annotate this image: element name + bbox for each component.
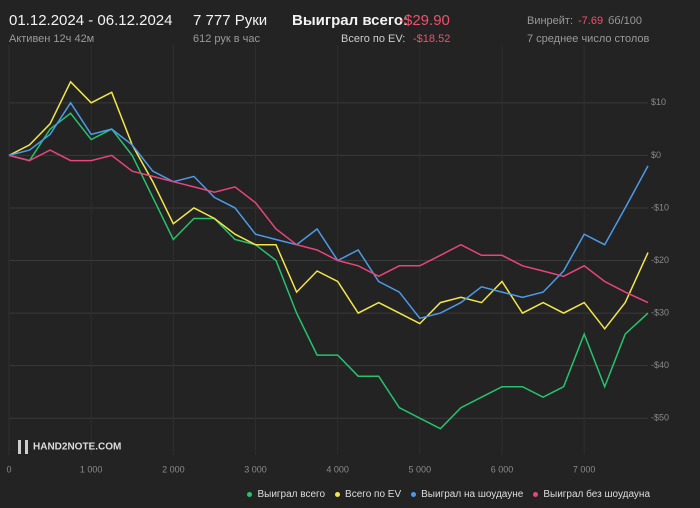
x-tick-label: 1 000 — [80, 464, 103, 474]
x-tick-label: 4 000 — [326, 464, 349, 474]
legend-label: Выиграл без шоудауна — [543, 489, 650, 500]
y-tick-label: -$40 — [651, 360, 669, 370]
x-tick-label: 2 000 — [162, 464, 185, 474]
ev-label: Всего по EV: — [341, 33, 406, 45]
hands: 7 777 Руки — [193, 12, 268, 29]
rate: 612 рук в час — [193, 33, 261, 45]
period: 01.12.2024 - 06.12.2024 — [9, 12, 173, 29]
legend-item: Всего по EV — [335, 489, 401, 500]
legend: Выиграл всего Всего по EV Выиграл на шоуда… — [237, 489, 650, 500]
tables: 7 среднее число столов — [527, 33, 650, 45]
y-tick-label: -$20 — [651, 255, 669, 265]
series-line — [8, 149, 649, 304]
x-tick-label: 7 000 — [573, 464, 596, 474]
series-line — [8, 80, 649, 331]
winrate-label: Винрейт: — [527, 15, 574, 27]
won-label: Выиграл всего: — [292, 12, 409, 29]
y-tick-label: $10 — [651, 97, 666, 107]
legend-label: Всего по EV — [345, 489, 402, 500]
series-line — [8, 112, 649, 430]
legend-dot — [335, 491, 341, 497]
legend-item: Выиграл на шоудауне — [411, 489, 523, 500]
x-tick-label: 6 000 — [491, 464, 514, 474]
logo: HAND2NOTE.COM — [18, 440, 121, 454]
winrate-unit: бб/100 — [608, 15, 643, 27]
legend-dot — [533, 491, 539, 497]
y-tick-label: -$10 — [651, 202, 669, 212]
legend-dot — [247, 491, 253, 497]
logo-text: HAND2NOTE.COM — [33, 441, 122, 453]
won-value: -$29.90 — [399, 12, 450, 29]
winrate-value: -7.69 — [578, 15, 604, 27]
ev-value: -$18.52 — [413, 33, 451, 45]
y-tick-label: -$50 — [651, 413, 669, 423]
legend-label: Выиграл на шоудауне — [421, 489, 524, 500]
legend-item: Выиграл без шоудауна — [533, 489, 650, 500]
y-tick-label: -$30 — [651, 307, 669, 317]
logo-icon — [18, 440, 28, 454]
x-tick-label: 5 000 — [409, 464, 432, 474]
x-tick-label: 0 — [6, 464, 11, 474]
y-tick-label: $0 — [651, 150, 661, 160]
legend-label: Выиграл всего — [257, 489, 326, 500]
active: Активен 12ч 42м — [9, 33, 95, 45]
legend-dot — [411, 491, 417, 497]
series-line — [8, 101, 649, 320]
legend-item: Выиграл всего — [247, 489, 325, 500]
x-tick-label: 3 000 — [244, 464, 267, 474]
